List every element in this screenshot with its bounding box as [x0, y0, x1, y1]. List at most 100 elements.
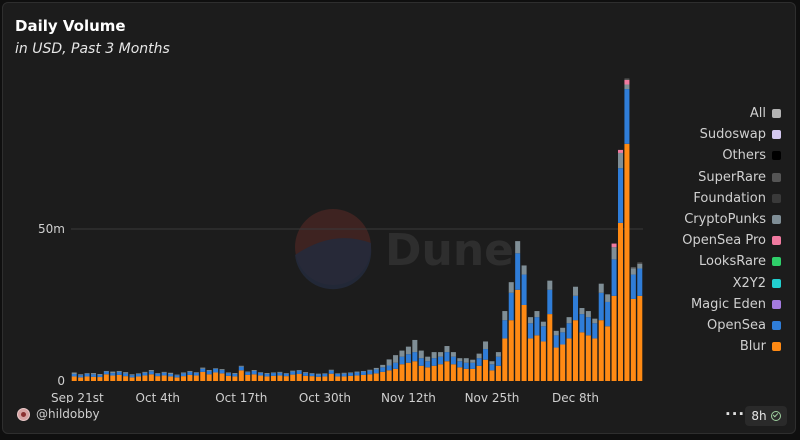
legend-item[interactable]: OpenSea [682, 315, 781, 336]
bar-segment[interactable] [476, 358, 482, 366]
bar-segment[interactable] [206, 374, 212, 381]
bar-segment[interactable] [418, 350, 424, 359]
bar-segment[interactable] [573, 295, 579, 321]
bar-segment[interactable] [508, 282, 514, 293]
bar-segment[interactable] [251, 370, 257, 375]
bar-segment[interactable] [225, 372, 231, 374]
bar-segment[interactable] [328, 369, 334, 371]
bar-segment[interactable] [341, 376, 347, 381]
bar-segment[interactable] [142, 371, 148, 373]
bar-segment[interactable] [450, 364, 456, 381]
bar-segment[interactable] [187, 371, 193, 375]
bar-segment[interactable] [296, 370, 302, 374]
bar-segment[interactable] [598, 283, 604, 293]
bar-segment[interactable] [206, 370, 212, 375]
bar-segment[interactable] [78, 374, 84, 376]
bar-segment[interactable] [84, 373, 90, 374]
bar-segment[interactable] [148, 374, 154, 381]
bar-segment[interactable] [335, 376, 341, 381]
bar-segment[interactable] [303, 372, 309, 374]
bar-segment[interactable] [174, 374, 180, 376]
bar-segment[interactable] [283, 373, 289, 374]
bar-segment[interactable] [624, 143, 630, 381]
bar-segment[interactable] [110, 371, 116, 374]
bar-segment[interactable] [168, 372, 174, 375]
bar-segment[interactable] [238, 365, 244, 367]
bar-segment[interactable] [103, 370, 109, 372]
bar-segment[interactable] [213, 368, 219, 369]
bar-segment[interactable] [515, 241, 521, 254]
bar-segment[interactable] [303, 373, 309, 376]
bar-segment[interactable] [200, 371, 206, 381]
bar-segment[interactable] [200, 367, 206, 369]
bar-segment[interactable] [296, 374, 302, 381]
bar-segment[interactable] [637, 268, 643, 296]
bar-segment[interactable] [71, 372, 77, 375]
bar-segment[interactable] [142, 372, 148, 376]
bar-segment[interactable] [225, 373, 231, 376]
bar-segment[interactable] [540, 341, 546, 381]
bar-segment[interactable] [264, 373, 270, 374]
legend-item[interactable]: Blur [682, 336, 781, 357]
bar-segment[interactable] [566, 323, 572, 339]
bar-segment[interactable] [463, 362, 469, 369]
bar-segment[interactable] [155, 373, 161, 374]
bar-segment[interactable] [116, 370, 122, 372]
bar-segment[interactable] [322, 376, 328, 381]
bar-segment[interactable] [123, 373, 129, 377]
bar-segment[interactable] [540, 321, 546, 327]
bar-segment[interactable] [116, 374, 122, 381]
bar-segment[interactable] [566, 338, 572, 381]
bar-segment[interactable] [219, 373, 225, 381]
bar-segment[interactable] [135, 376, 141, 381]
bar-segment[interactable] [103, 371, 109, 375]
bar-segment[interactable] [110, 375, 116, 381]
bar-segment[interactable] [90, 373, 96, 375]
bar-segment[interactable] [232, 374, 238, 377]
bar-segment[interactable] [393, 368, 399, 381]
bar-segment[interactable] [341, 373, 347, 377]
bar-segment[interactable] [290, 374, 296, 381]
bar-segment[interactable] [540, 326, 546, 342]
bar-segment[interactable] [605, 326, 611, 381]
bar-segment[interactable] [348, 375, 354, 381]
bar-segment[interactable] [521, 304, 527, 381]
bar-segment[interactable] [605, 301, 611, 327]
legend-item[interactable]: OpenSea Pro [682, 230, 781, 251]
bar-segment[interactable] [90, 376, 96, 381]
bar-segment[interactable] [328, 370, 334, 374]
bar-segment[interactable] [393, 355, 399, 363]
bar-segment[interactable] [90, 374, 96, 377]
bar-segment[interactable] [470, 362, 476, 369]
bar-segment[interactable] [258, 372, 264, 376]
legend-item[interactable]: Foundation [682, 188, 781, 209]
bar-segment[interactable] [611, 247, 617, 260]
bar-segment[interactable] [450, 352, 456, 357]
bar-segment[interactable] [232, 373, 238, 374]
bar-segment[interactable] [335, 374, 341, 377]
bar-segment[interactable] [450, 356, 456, 365]
bar-segment[interactable] [315, 373, 321, 375]
bar-segment[interactable] [354, 371, 360, 373]
bar-segment[interactable] [573, 320, 579, 381]
legend-item[interactable]: X2Y2 [682, 273, 781, 294]
bar-segment[interactable] [251, 370, 257, 371]
bar-segment[interactable] [566, 317, 572, 324]
bar-segment[interactable] [425, 367, 431, 381]
bar-segment[interactable] [508, 292, 514, 321]
bar-segment[interactable] [270, 375, 276, 381]
bar-segment[interactable] [283, 373, 289, 377]
bar-segment[interactable] [560, 344, 566, 381]
bar-segment[interactable] [425, 356, 431, 362]
bar-segment[interactable] [528, 338, 534, 381]
bar-segment[interactable] [219, 370, 225, 374]
bar-segment[interactable] [463, 368, 469, 381]
bar-segment[interactable] [129, 374, 135, 376]
legend-item[interactable]: Others [682, 145, 781, 166]
bar-segment[interactable] [592, 323, 598, 339]
bar-segment[interactable] [573, 286, 579, 296]
bar-segment[interactable] [258, 375, 264, 381]
bar-segment[interactable] [193, 372, 199, 373]
bar-segment[interactable] [534, 335, 540, 381]
bar-segment[interactable] [193, 375, 199, 381]
